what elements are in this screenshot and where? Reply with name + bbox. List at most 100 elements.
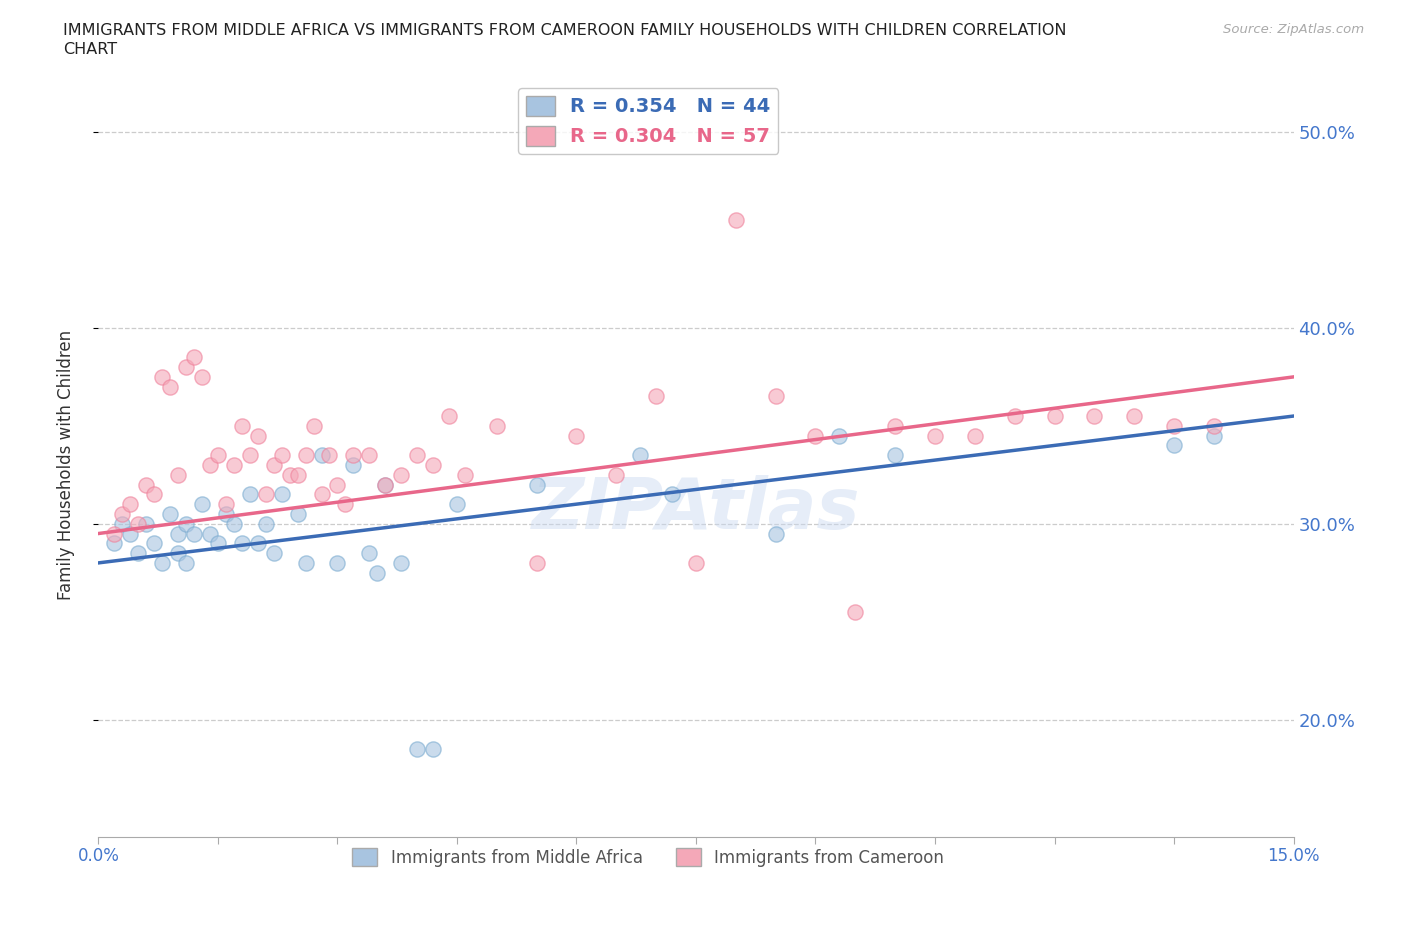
Point [167,546,190,561]
Point [150,555,173,570]
Point [884,447,907,462]
Point [765,526,787,541]
Point [1163,418,1185,433]
Point [167,526,190,541]
Point [135,516,157,531]
Point [167,468,190,483]
Point [422,741,444,756]
Text: IMMIGRANTS FROM MIDDLE AFRICA VS IMMIGRANTS FROM CAMEROON FAMILY HOUSEHOLDS WITH: IMMIGRANTS FROM MIDDLE AFRICA VS IMMIGRA… [63,23,1067,38]
Point [335,497,357,512]
Point [526,555,548,570]
Point [287,507,309,522]
Point [174,516,197,531]
Point [111,516,134,531]
Point [804,428,827,443]
Point [526,477,548,492]
Point [254,516,277,531]
Point [422,458,444,472]
Point [150,369,173,384]
Point [884,418,907,433]
Point [207,536,229,551]
Point [924,428,946,443]
Point [207,447,229,462]
Point [127,516,149,531]
Point [318,447,340,462]
Point [198,526,221,541]
Point [661,487,683,502]
Text: 0.0%: 0.0% [77,847,120,865]
Point [454,468,477,483]
Point [389,468,412,483]
Point [1043,408,1066,423]
Point [342,458,364,472]
Point [120,497,142,512]
Point [127,546,149,561]
Point [724,213,747,228]
Point [246,428,269,443]
Point [263,458,285,472]
Point [406,741,429,756]
Point [844,604,866,619]
Point [765,389,787,404]
Y-axis label: Family Households with Children: Family Households with Children [56,330,75,600]
Point [628,447,651,462]
Point [111,507,134,522]
Point [1202,418,1225,433]
Point [143,487,166,502]
Point [359,447,381,462]
Point [406,447,429,462]
Text: ZIPAtlas: ZIPAtlas [531,475,860,544]
Point [342,447,364,462]
Point [278,468,301,483]
Point [326,477,349,492]
Point [963,428,986,443]
Point [270,447,292,462]
Point [359,546,381,561]
Point [446,497,468,512]
Point [389,555,412,570]
Point [103,536,125,551]
Text: CHART: CHART [63,42,117,57]
Point [246,536,269,551]
Point [222,516,245,531]
Point [159,379,181,394]
Text: 15.0%: 15.0% [1267,847,1320,865]
Point [215,497,238,512]
Point [103,526,125,541]
Point [1123,408,1146,423]
Point [1202,428,1225,443]
Point [239,447,262,462]
Point [263,546,285,561]
Point [215,507,238,522]
Legend: Immigrants from Middle Africa, Immigrants from Cameroon: Immigrants from Middle Africa, Immigrant… [346,842,950,873]
Point [311,447,333,462]
Point [1004,408,1026,423]
Point [294,447,316,462]
Point [828,428,851,443]
Point [231,418,253,433]
Point [366,565,388,580]
Point [270,487,292,502]
Point [437,408,460,423]
Point [565,428,588,443]
Point [485,418,508,433]
Point [287,468,309,483]
Point [1083,408,1105,423]
Point [174,555,197,570]
Point [374,477,396,492]
Point [198,458,221,472]
Point [183,350,205,365]
Point [231,536,253,551]
Point [239,487,262,502]
Point [326,555,349,570]
Point [254,487,277,502]
Point [222,458,245,472]
Point [191,497,214,512]
Point [120,526,142,541]
Point [191,369,214,384]
Point [374,477,396,492]
Point [183,526,205,541]
Point [645,389,668,404]
Point [159,507,181,522]
Point [1163,438,1185,453]
